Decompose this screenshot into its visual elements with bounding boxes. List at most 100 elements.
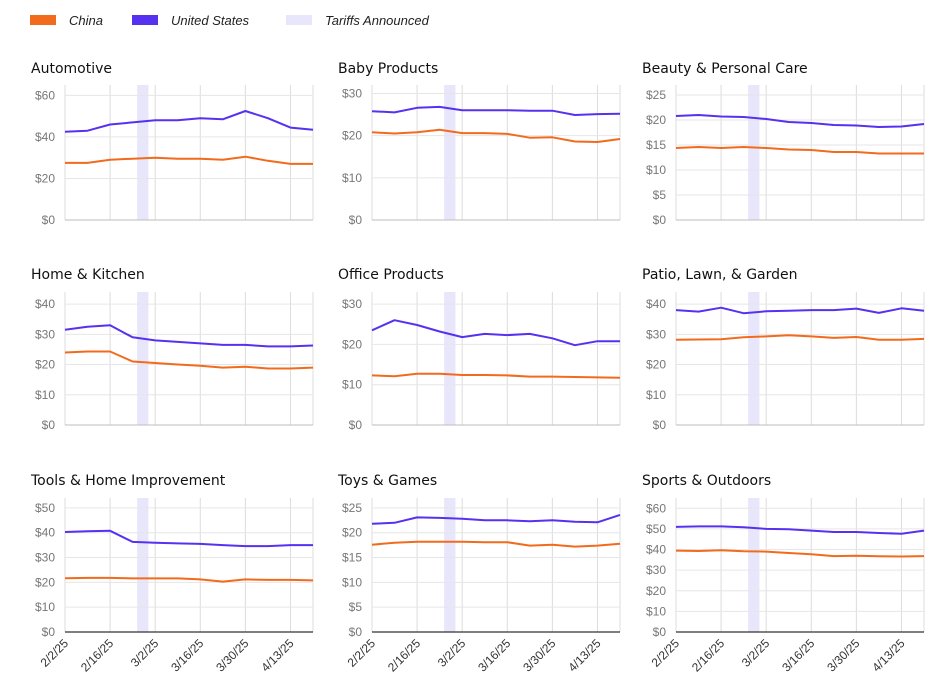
panel-title: Home & Kitchen <box>31 267 145 283</box>
series-line-china <box>675 146 924 155</box>
y-tick-label: $0 <box>349 418 363 432</box>
y-tick-label: $20 <box>342 129 362 143</box>
y-tick-label: $25 <box>342 501 362 515</box>
x-tick-label: 4/13/25 <box>565 636 603 674</box>
legend-swatch <box>30 15 56 25</box>
panel-automotive: Automotive $0 $20 $40 $60 <box>31 61 314 227</box>
x-tick-label: 3/2/25 <box>435 636 469 670</box>
y-tick-label: $20 <box>35 171 55 185</box>
panel-title: Sports & Outdoors <box>642 473 771 489</box>
series-line-united-states <box>675 525 925 535</box>
legend-item-united-states: United States <box>132 13 250 28</box>
tariff-window <box>444 498 456 632</box>
series-line-united-states <box>371 319 620 347</box>
y-tick-label: $30 <box>646 563 666 577</box>
panel-baby-products: Baby Products $0 $10 $20 $30 <box>338 61 621 227</box>
tariff-window <box>137 85 149 220</box>
y-tick-label: $30 <box>646 327 666 341</box>
y-tick-label: $15 <box>646 138 666 152</box>
panel-beauty-personal-care: Beauty & Personal Care $0 $5 $10 $15 $20 $25 <box>642 61 925 227</box>
y-tick-label: $10 <box>342 575 362 589</box>
y-tick-label: $5 <box>653 188 667 202</box>
y-tick-label: $40 <box>35 526 55 540</box>
panel-title: Beauty & Personal Care <box>642 61 808 77</box>
tariff-window <box>748 85 760 220</box>
panel-title: Office Products <box>338 267 444 283</box>
y-tick-label: $30 <box>342 86 362 100</box>
panel-title: Automotive <box>31 61 112 77</box>
series-line-china <box>64 350 314 370</box>
y-tick-label: $40 <box>646 297 666 311</box>
x-tick-label: 3/30/25 <box>520 636 558 674</box>
y-tick-label: $30 <box>35 327 55 341</box>
y-tick-label: $20 <box>342 337 362 351</box>
x-tick-label: 2/2/25 <box>345 636 379 670</box>
y-tick-label: $20 <box>646 584 666 598</box>
y-tick-label: $10 <box>342 378 362 392</box>
legend-item-china: China <box>30 13 103 28</box>
panel-patio-lawn-garden: Patio, Lawn, & Garden $0 $10 $20 $30 $40 <box>642 267 925 432</box>
series-line-united-states <box>371 513 621 525</box>
y-tick-label: $0 <box>42 625 56 639</box>
y-tick-label: $15 <box>342 551 362 565</box>
y-tick-label: $40 <box>35 297 55 311</box>
legend-item-tariffs-announced: Tariffs Announced <box>286 13 430 28</box>
y-tick-label: $30 <box>342 297 362 311</box>
tariff-window <box>748 292 760 425</box>
tariff-window <box>748 498 760 632</box>
x-tick-label: 3/16/25 <box>779 636 817 674</box>
y-tick-label: $10 <box>35 600 55 614</box>
x-tick-label: 3/30/25 <box>824 636 862 674</box>
series-line-china <box>65 155 313 165</box>
series-line-united-states <box>675 306 925 315</box>
tariff-window <box>137 292 149 425</box>
y-tick-label: $20 <box>35 358 55 372</box>
x-tick-label: 3/16/25 <box>168 636 206 674</box>
x-tick-label: 2/2/25 <box>38 636 72 670</box>
legend-label: Tariffs Announced <box>325 13 430 28</box>
x-tick-label: 3/2/25 <box>739 636 773 670</box>
series-line-united-states <box>64 324 314 348</box>
panel-tools-home-improvement: Tools & Home Improvement $0 $10 $20 $30 $40 $5… <box>30 473 314 674</box>
y-tick-label: $25 <box>646 88 666 102</box>
series-line-china <box>371 540 621 548</box>
tariff-window <box>444 85 456 220</box>
y-tick-label: $50 <box>35 501 55 515</box>
y-tick-label: $10 <box>646 604 666 618</box>
y-tick-label: $10 <box>342 171 362 185</box>
x-tick-label: 3/16/25 <box>475 636 513 674</box>
panel-home-kitchen: Home & Kitchen $0 $10 $20 $30 $40 <box>31 267 314 432</box>
series-line-united-states <box>371 105 621 116</box>
y-tick-label: $0 <box>349 213 363 227</box>
y-tick-label: $0 <box>42 418 56 432</box>
y-tick-label: $10 <box>646 163 666 177</box>
y-tick-label: $10 <box>646 388 666 402</box>
x-tick-label: 2/2/25 <box>649 636 683 670</box>
y-tick-label: $5 <box>349 600 363 614</box>
panel-sports-outdoors: Sports & Outdoors $0 $10 $20 $30 $40 $50 $60 2/2… <box>642 473 925 674</box>
series-line-united-states <box>64 110 314 133</box>
y-tick-label: $0 <box>653 418 667 432</box>
y-tick-label: $0 <box>653 625 667 639</box>
y-tick-label: $0 <box>42 213 56 227</box>
legend-label: China <box>69 13 103 28</box>
x-tick-label: 4/13/25 <box>258 636 296 674</box>
series-line-china <box>64 576 314 583</box>
y-tick-label: $10 <box>35 388 55 402</box>
panel-title: Patio, Lawn, & Garden <box>642 267 798 283</box>
y-tick-label: $50 <box>646 522 666 536</box>
y-tick-label: $30 <box>35 551 55 565</box>
legend-label: United States <box>171 13 250 28</box>
x-tick-label: 2/16/25 <box>689 636 727 674</box>
panel-title: Toys & Games <box>337 473 437 489</box>
panel-office-products: Office Products $0 $10 $20 $30 <box>338 267 621 432</box>
y-tick-label: $20 <box>646 113 666 127</box>
y-tick-label: $20 <box>35 575 55 589</box>
y-tick-label: $0 <box>653 213 667 227</box>
tariff-window <box>137 498 149 632</box>
x-tick-label: 2/16/25 <box>385 636 423 674</box>
series-line-china <box>371 372 621 379</box>
tariff-window <box>444 292 456 425</box>
panel-title: Baby Products <box>338 61 438 77</box>
